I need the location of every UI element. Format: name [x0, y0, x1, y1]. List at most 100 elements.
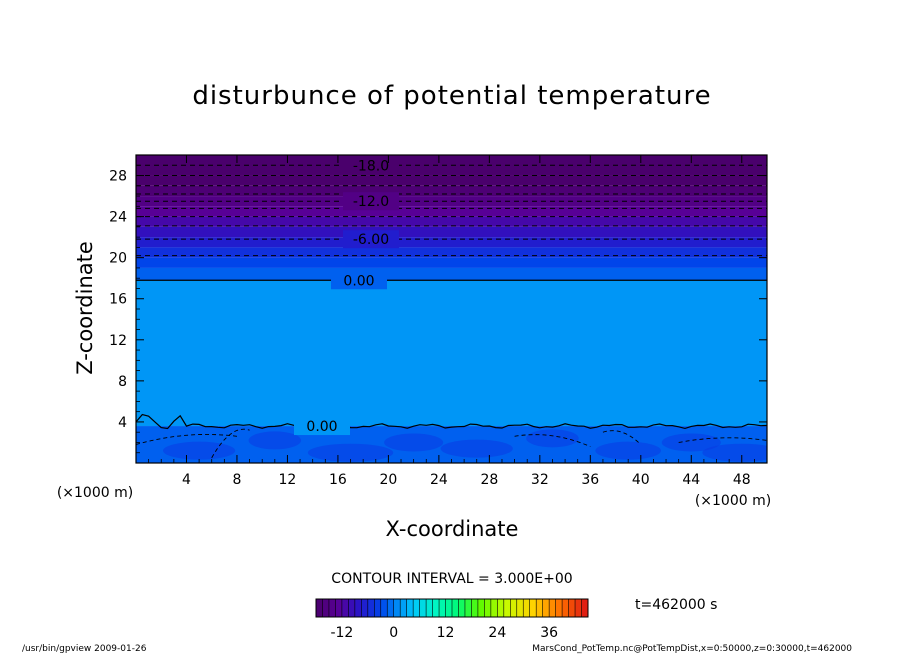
- contour-label-1: -12.0: [353, 194, 389, 210]
- footer-left: /usr/bin/gpview 2009-01-26: [22, 644, 147, 654]
- colorbar-segment-13: [400, 599, 407, 617]
- contour-label-bg-0: [343, 156, 399, 175]
- colorbar-segment-19: [439, 599, 446, 617]
- colorbar-segment-35: [542, 599, 550, 617]
- contour-label-2: -6.00: [353, 232, 389, 248]
- time-text: t=462000 s: [635, 597, 717, 613]
- colorbar-segment-27: [490, 599, 498, 617]
- colorbar-frame: [315, 598, 589, 618]
- bottom-dashed-contour-0: [136, 434, 238, 445]
- contour-label-bg-1: [343, 192, 399, 211]
- colorbar-segment-7: [361, 599, 369, 617]
- colorbar-segment-23: [464, 599, 472, 617]
- colorbar-segment-6: [354, 599, 362, 617]
- colorbar-segment-16: [419, 599, 427, 617]
- y-tick-label-3: 16: [109, 292, 127, 308]
- heatmap-layer-10: [136, 267, 767, 281]
- bottom-zero-contour: [136, 413, 767, 430]
- heatmap-layer-6: [136, 226, 767, 238]
- colorbar-segment-5: [348, 599, 356, 617]
- y-tick-label-5: 24: [109, 210, 127, 226]
- colorbar-segment-9: [374, 599, 382, 617]
- colorbar-segment-36: [549, 599, 556, 617]
- y-tick-label-6: 28: [109, 169, 127, 185]
- colorbar-segment-39: [568, 599, 576, 617]
- contour-label-3: 0.00: [343, 273, 374, 289]
- bottom-dashed-contour-1: [211, 428, 250, 459]
- x-tick-label-3: 16: [329, 472, 347, 488]
- fluctuation-blob-8: [702, 443, 767, 462]
- colorbar: [315, 599, 589, 617]
- chart-title: disturbunce of potential temperature: [192, 81, 711, 111]
- contour-label-bg-2: [343, 230, 399, 249]
- bottom-dashed-contour-4: [678, 437, 767, 443]
- colorbar-tick-label-4: 36: [540, 625, 558, 641]
- x-tick-label-8: 36: [581, 472, 599, 488]
- footer-right: MarsCond_PotTemp.nc@PotTempDist,x=0:5000…: [532, 644, 852, 654]
- x-tick-label-1: 8: [232, 472, 241, 488]
- heatmap-layer-11: [136, 280, 767, 427]
- colorbar-ticks: -12 0 12 24 36: [330, 625, 558, 641]
- colorbar-tick-label-2: 12: [437, 625, 455, 641]
- heatmap-layer-2: [136, 185, 767, 197]
- x-axis-label: X-coordinate: [386, 517, 519, 541]
- contour-lines: [136, 164, 767, 459]
- heatmap-layers: [136, 155, 767, 463]
- x-unit-right: (×1000 m): [695, 493, 771, 509]
- contour-label-bg-4: [294, 417, 350, 436]
- heatmap-layer-5: [136, 216, 767, 227]
- bottom-dashed-contour-3: [602, 430, 642, 445]
- colorbar-segment-33: [529, 599, 537, 617]
- colorbar-segment-40: [575, 599, 582, 617]
- colorbar-segment-1: [322, 599, 330, 617]
- bottom-dashed-contour-2: [514, 434, 591, 447]
- colorbar-tick-label-0: -12: [330, 625, 353, 641]
- fluctuation-blob-5: [526, 429, 579, 448]
- x-tick-label-10: 44: [682, 472, 700, 488]
- colorbar-segment-3: [335, 599, 343, 617]
- fluctuation-blob-2: [307, 443, 394, 462]
- fluctuation-blob-1: [248, 431, 302, 450]
- contour-label-0: -18.0: [353, 158, 389, 174]
- contour-interval-text: CONTOUR INTERVAL = 3.000E+00: [331, 571, 572, 587]
- heatmap-layer-7: [136, 237, 767, 248]
- colorbar-segment-12: [393, 599, 401, 617]
- y-axis-label: Z-coordinate: [73, 241, 97, 375]
- x-tick-label-4: 20: [379, 472, 397, 488]
- colorbar-segment-22: [458, 599, 466, 617]
- colorbar-segment-41: [581, 599, 589, 617]
- contour-labels: -18.0 -12.0 -6.00 0.00 0.00: [294, 156, 399, 436]
- colorbar-segment-32: [523, 599, 531, 617]
- colorbar-segment-30: [510, 599, 518, 617]
- heatmap-layer-8: [136, 247, 767, 258]
- x-tick-label-11: 48: [733, 472, 751, 488]
- y-tick-label-2: 12: [109, 333, 127, 349]
- colorbar-segment-38: [562, 599, 569, 617]
- fluctuation-blob-0: [163, 441, 236, 460]
- fluctuation-blob-7: [661, 433, 721, 452]
- colorbar-segment-31: [516, 599, 524, 617]
- y-tick-label-1: 8: [118, 374, 127, 390]
- heatmap-layer-1: [136, 175, 767, 186]
- colorbar-segment-15: [413, 599, 420, 617]
- heatmap-layer-4: [136, 206, 767, 217]
- colorbar-segment-37: [555, 599, 563, 617]
- fluctuation-blob-6: [595, 441, 661, 460]
- x-tick-label-2: 12: [279, 472, 297, 488]
- colorbar-segment-2: [328, 599, 336, 617]
- x-axis-ticks: 4 8 12 16 20 24 28 32 36 40 44 48: [148, 155, 755, 488]
- colorbar-segment-24: [471, 599, 479, 617]
- colorbar-segment-8: [367, 599, 375, 617]
- y-axis-ticks: 4 8 12 16 20 24 28: [109, 164, 767, 454]
- colorbar-segment-17: [426, 599, 433, 617]
- x-tick-label-6: 28: [480, 472, 498, 488]
- y-tick-label-0: 4: [118, 415, 127, 431]
- colorbar-segment-4: [341, 599, 349, 617]
- bottom-fluctuations: [163, 429, 767, 462]
- colorbar-segment-14: [406, 599, 414, 617]
- colorbar-segment-28: [497, 599, 505, 617]
- x-unit-left: (×1000 m): [57, 485, 133, 501]
- colorbar-segment-10: [380, 599, 388, 617]
- colorbar-segment-25: [477, 599, 485, 617]
